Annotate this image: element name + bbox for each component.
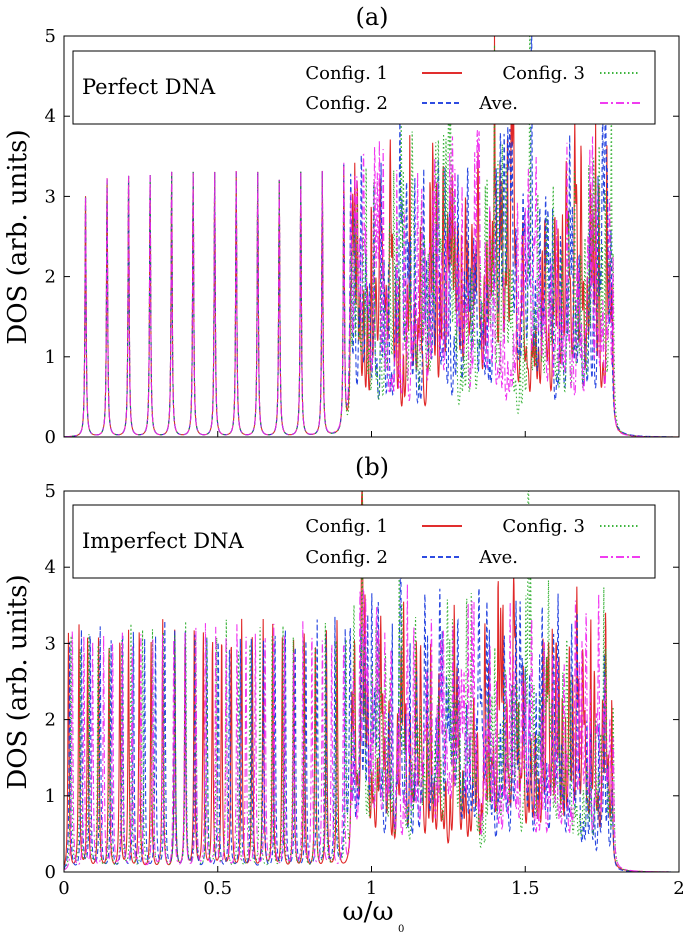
panel-a-series-config-3 [63,35,679,438]
x-axis-label-main: ω/ω [342,897,393,927]
panel-a-legend-config3: Config. 3 [502,63,585,84]
panel-a-y-tick-label: 3 [45,186,56,207]
panel-b-series-config-1 [63,490,679,873]
panel-a-legend-title: Perfect DNA [82,75,216,99]
panel-a-series-config-1 [63,35,679,438]
panel-a-y-axis-label: DOS (arb. units) [3,129,33,344]
panel-b-x-tick-label: 0.5 [203,878,232,899]
panel-a-y-tick-label: 0 [45,427,56,448]
panel-a-y-axis: 0 1 2 3 4 5 [45,26,680,448]
panel-a-series-config-2 [63,35,679,438]
panel-b-label: (b) [355,453,389,481]
panel-b-legend-title: Imperfect DNA [82,529,244,553]
panel-a-legend-config2: Config. 2 [305,93,388,114]
panel-b-legend-box [72,504,656,579]
panel-b-y-axis-label: DOS (arb. units) [3,574,33,789]
panel-b-series-config-3 [63,490,679,873]
panel-b: (b) 0 1 2 3 4 5 0 0.5 1 1.5 2 DOS (arb. units) ω/… [3,453,685,935]
panel-b-y-tick-label: 5 [45,481,56,502]
panel-b-x-tick-label: 1 [366,878,377,899]
panel-b-x-tick-label: 1.5 [511,878,540,899]
panel-a-y-tick-label: 5 [45,26,56,47]
panel-b-legend-config1: Config. 1 [305,516,388,537]
panel-a-series-ave- [63,130,679,438]
panel-a-legend: Perfect DNA Config. 1 Config. 2 Config. … [72,50,656,125]
panel-b-legend-ave: Ave. [478,547,518,568]
panel-b-x-tick-label: 0 [58,878,69,899]
panel-b-legend: Imperfect DNA Config. 1 Config. 2 Config… [72,504,656,579]
x-axis-label-subscript: 0 [398,924,404,935]
panel-b-x-tick-label: 2 [673,878,684,899]
panel-a-label: (a) [355,3,388,31]
panel-b-y-tick-label: 1 [45,786,56,807]
panel-a-y-tick-label: 4 [45,106,56,127]
panel-b-y-tick-label: 0 [45,862,56,883]
panel-b-legend-config2: Config. 2 [305,547,388,568]
panel-b-x-axis: 0 0.5 1 1.5 2 [58,866,685,899]
panel-b-series-config-2 [63,506,679,873]
panel-a-y-tick-label: 1 [45,347,56,368]
panel-a-legend-box [72,50,656,125]
panel-b-curves [63,490,679,873]
panel-b-legend-config3: Config. 3 [502,516,585,537]
panel-a-curves [63,35,679,438]
panel-b-y-axis: 0 1 2 3 4 5 [45,481,679,883]
panel-a: (a) 0 1 2 3 4 5 DOS (arb. units) Perfect DNA … [3,3,680,448]
panel-a-legend-ave: Ave. [478,93,518,114]
panel-a-legend-config1: Config. 1 [305,63,388,84]
panel-b-x-axis-label: ω/ω 0 [342,897,404,935]
panel-b-series-ave- [63,583,679,873]
panel-a-y-tick-label: 2 [45,267,56,288]
panel-b-y-tick-label: 2 [45,710,56,731]
panel-b-y-tick-label: 4 [45,557,56,578]
panel-b-y-tick-label: 3 [45,633,56,654]
